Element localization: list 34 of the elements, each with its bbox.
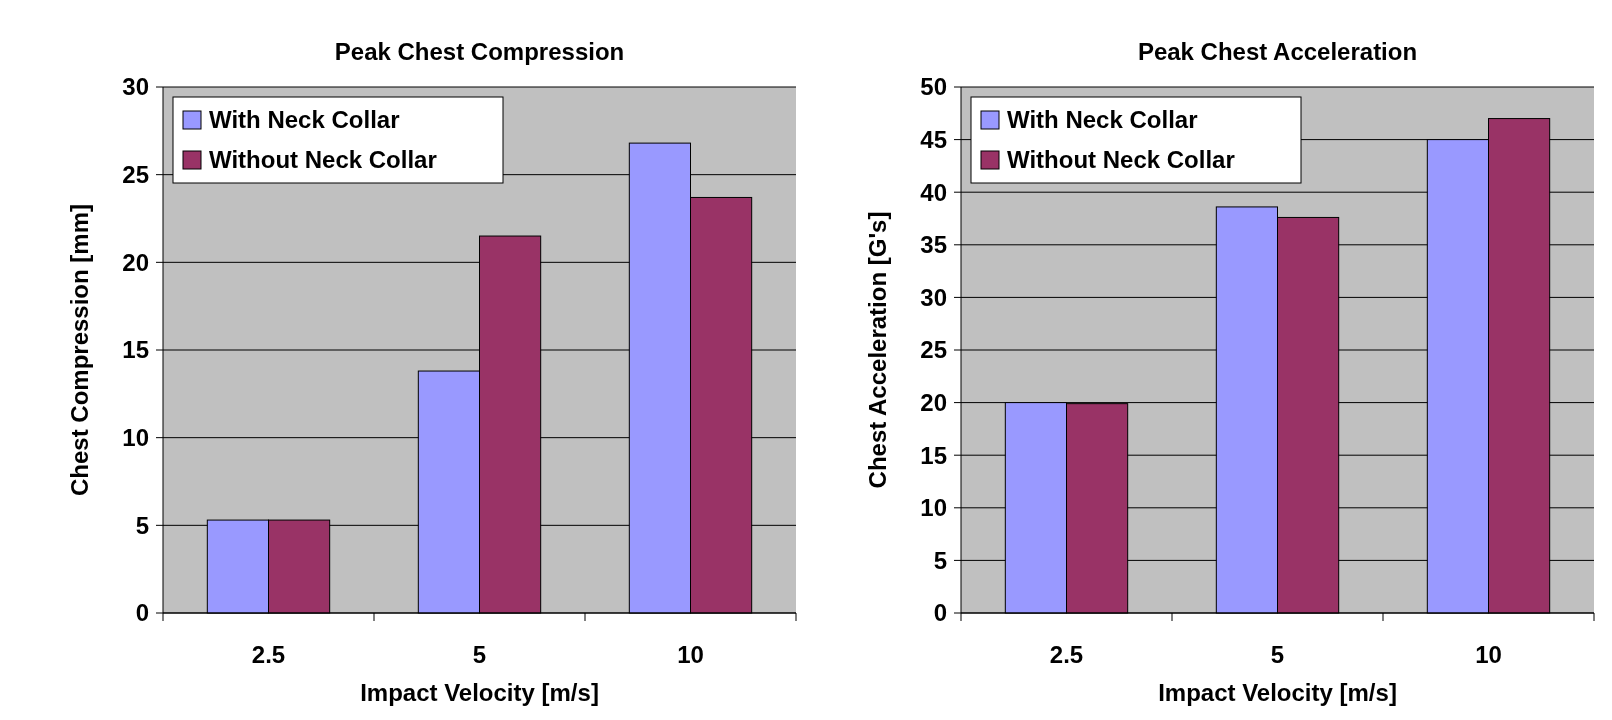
- x-axis-title: Impact Velocity [m/s]: [1158, 679, 1397, 706]
- y-tick-label: 10: [920, 494, 947, 522]
- x-tick-label: 10: [677, 641, 704, 668]
- y-tick-label: 20: [920, 389, 947, 416]
- chart-title: Peak Chest Acceleration: [1137, 38, 1418, 65]
- y-tick-label: 20: [122, 248, 149, 276]
- y-tick-label: 5: [933, 546, 947, 574]
- x-tick-label: 2.5: [251, 641, 286, 668]
- y-tick-label: 25: [920, 336, 947, 364]
- y-tick-label: 40: [920, 178, 947, 206]
- y-tick-label: 35: [920, 231, 947, 259]
- y-tick-label: 5: [135, 511, 149, 539]
- y-tick-label: 15: [122, 336, 149, 364]
- legend-label: With Neck Collar: [209, 106, 400, 134]
- y-axis-title: Chest Compression [mm]: [66, 203, 93, 497]
- y-tick-label: 50: [920, 73, 947, 101]
- x-tick-label: 10: [1475, 641, 1502, 668]
- legend-label: Without Neck Collar: [209, 146, 437, 174]
- y-tick-label: 0: [135, 599, 149, 627]
- y-tick-label: 10: [122, 424, 149, 452]
- chart-title: Peak Chest Compression: [334, 38, 625, 65]
- y-tick-label: 45: [920, 126, 947, 153]
- legend-label: With Neck Collar: [1007, 106, 1198, 134]
- x-tick-label: 5: [472, 641, 487, 668]
- y-tick-label: 25: [122, 161, 149, 189]
- x-tick-label: 5: [1270, 641, 1285, 668]
- y-tick-label: 15: [920, 441, 947, 469]
- y-tick-label: 30: [920, 283, 947, 311]
- y-tick-label: 30: [122, 73, 149, 101]
- y-tick-label: 0: [933, 599, 947, 627]
- x-tick-label: 2.5: [1049, 641, 1084, 668]
- y-axis-title: Chest Acceleration [G's]: [864, 211, 891, 489]
- x-axis-title: Impact Velocity [m/s]: [360, 679, 599, 706]
- legend-label: Without Neck Collar: [1007, 146, 1235, 174]
